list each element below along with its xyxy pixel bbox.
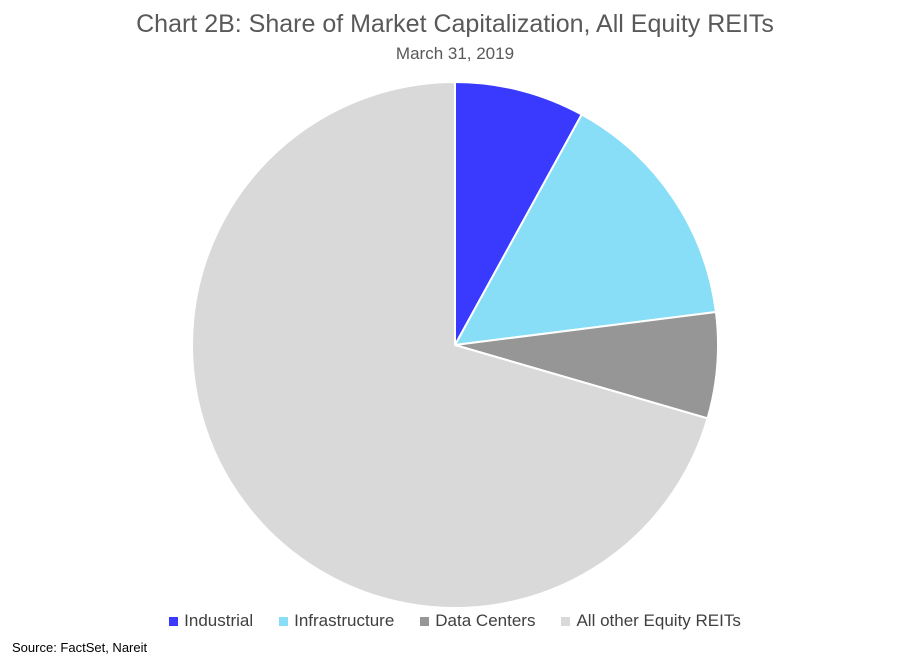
legend-swatch-infrastructure (279, 616, 289, 626)
slice-all-other (191, 80, 709, 609)
slice-infrastructure (453, 113, 718, 347)
slice-industrial (454, 80, 584, 346)
chart-source: Source: FactSet, Nareit (12, 640, 148, 655)
legend-swatch-all-other (561, 616, 571, 626)
chart-subtitle: March 31, 2019 (395, 44, 515, 63)
chart-title: Chart 2B: Share of Market Capitalization… (136, 10, 774, 38)
legend-item-data-centers: Data Centers (420, 611, 535, 631)
legend-item-infrastructure: Infrastructure (279, 611, 394, 631)
chart-legend: Industrial Infrastructure Data Centers A… (0, 611, 910, 631)
legend-swatch-industrial (169, 616, 179, 626)
legend-label-data-centers: Data Centers (435, 611, 536, 630)
legend-label-infrastructure: Infrastructure (294, 611, 395, 630)
legend-swatch-data-centers (420, 616, 430, 626)
legend-label-industrial: Industrial (184, 611, 254, 630)
legend-item-industrial: Industrial (169, 611, 253, 631)
legend-label-all-other: All other Equity REITs (576, 611, 741, 630)
legend-item-all-other: All other Equity REITs (561, 611, 741, 631)
